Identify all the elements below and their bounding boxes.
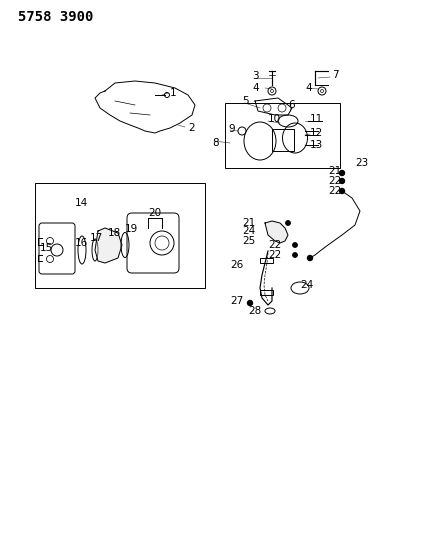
Bar bbox=[260, 290, 273, 295]
Text: 20: 20 bbox=[148, 208, 161, 218]
Text: 21: 21 bbox=[242, 218, 255, 228]
Text: 16: 16 bbox=[75, 238, 88, 248]
Text: 4: 4 bbox=[305, 83, 312, 93]
Text: 24: 24 bbox=[242, 226, 255, 236]
Text: 14: 14 bbox=[75, 198, 88, 208]
Text: 11: 11 bbox=[310, 114, 323, 124]
Circle shape bbox=[339, 179, 345, 183]
Text: 18: 18 bbox=[108, 228, 121, 238]
Text: 25: 25 bbox=[242, 236, 255, 246]
Text: 8: 8 bbox=[212, 138, 219, 148]
Text: 5758 3900: 5758 3900 bbox=[18, 10, 93, 24]
Polygon shape bbox=[95, 228, 122, 263]
Text: 22: 22 bbox=[328, 176, 341, 186]
Circle shape bbox=[286, 221, 290, 225]
Text: 19: 19 bbox=[125, 224, 138, 234]
Circle shape bbox=[339, 189, 345, 193]
Circle shape bbox=[293, 243, 297, 247]
Circle shape bbox=[247, 301, 253, 305]
Bar bbox=[35, 183, 205, 288]
Text: 15: 15 bbox=[40, 243, 53, 253]
Text: 4: 4 bbox=[252, 83, 259, 93]
Text: 23: 23 bbox=[355, 158, 368, 168]
Text: 5: 5 bbox=[242, 96, 249, 106]
Text: 17: 17 bbox=[90, 233, 103, 243]
Text: 12: 12 bbox=[310, 128, 323, 138]
Text: 24: 24 bbox=[300, 280, 313, 290]
Bar bbox=[260, 258, 273, 263]
Bar bbox=[272, 129, 294, 151]
Text: 13: 13 bbox=[310, 140, 323, 150]
Circle shape bbox=[307, 255, 312, 261]
Text: 28: 28 bbox=[248, 306, 261, 316]
Circle shape bbox=[293, 253, 297, 257]
Text: 22: 22 bbox=[268, 240, 281, 250]
Polygon shape bbox=[265, 221, 288, 243]
Text: 2: 2 bbox=[188, 123, 195, 133]
Text: 22: 22 bbox=[328, 186, 341, 196]
Text: 27: 27 bbox=[230, 296, 243, 306]
Text: 3: 3 bbox=[252, 71, 259, 81]
Text: 6: 6 bbox=[288, 100, 294, 110]
Text: 7: 7 bbox=[332, 70, 339, 80]
Text: 1: 1 bbox=[170, 88, 177, 98]
Text: 9: 9 bbox=[228, 124, 235, 134]
Bar bbox=[225, 103, 340, 168]
Circle shape bbox=[339, 171, 345, 175]
Text: 10: 10 bbox=[268, 114, 281, 124]
Text: 22: 22 bbox=[268, 250, 281, 260]
Text: 26: 26 bbox=[230, 260, 243, 270]
Text: 21: 21 bbox=[328, 166, 341, 176]
